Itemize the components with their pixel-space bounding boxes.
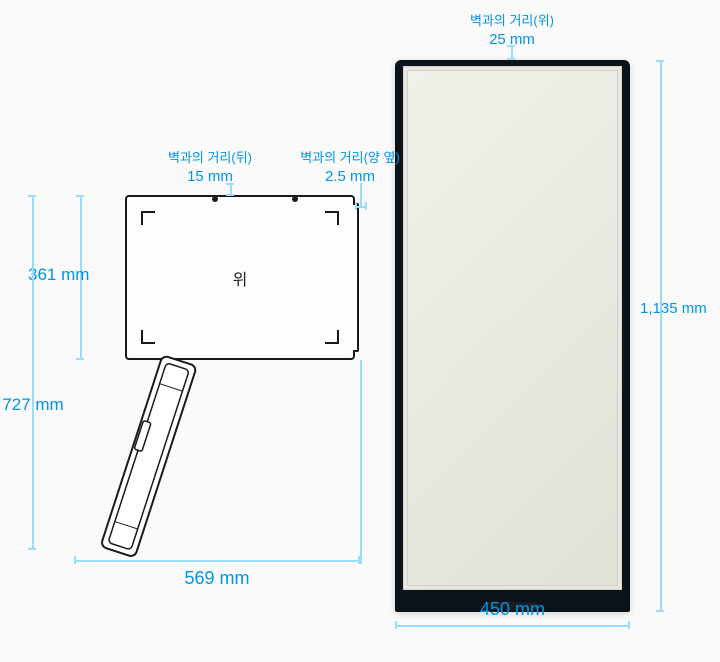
label-total-height: 727 mm	[0, 395, 88, 415]
dim-line-height	[660, 60, 662, 612]
value-depth: 361 mm	[28, 265, 89, 284]
corner-mark	[141, 330, 155, 344]
tick-ws-b	[365, 202, 367, 210]
tick-height-bot	[656, 610, 664, 612]
dim-line-wall-top	[511, 45, 513, 59]
tick-wf-r	[628, 621, 630, 629]
dim-line-total-width	[74, 560, 360, 562]
tick-th-b	[28, 548, 36, 550]
value-wall-distance-side: 2.5 mm	[325, 168, 375, 185]
value-total-height: 727 mm	[2, 395, 63, 414]
tick-ws-a	[355, 202, 357, 210]
label-wall-distance-top: 벽과의 거리(위) 25 mm	[396, 10, 628, 48]
tick-wall-top-a	[507, 45, 515, 47]
tick-wb-a	[226, 183, 234, 185]
door-side-outline-svg	[98, 353, 199, 560]
label-width-front: 450 mm	[395, 599, 630, 620]
dim-line-width-front	[395, 625, 630, 627]
corner-mark	[141, 211, 155, 225]
dim-line-wall-side	[360, 183, 362, 207]
top-port-1	[212, 196, 218, 202]
product-top-view: 위	[125, 195, 355, 360]
value-width-front: 450 mm	[480, 599, 545, 619]
tick-wall-top-b	[507, 58, 515, 60]
tick-tw-l	[74, 556, 76, 564]
corner-mark	[325, 211, 339, 225]
top-port-2	[292, 196, 298, 202]
value-height: 1,135 mm	[640, 300, 707, 317]
tick-height-top	[656, 60, 664, 62]
tick-th-t	[28, 195, 36, 197]
label-total-width: 569 mm	[74, 568, 360, 589]
product-front-view	[395, 60, 630, 612]
tick-wb-b	[226, 194, 234, 196]
dimension-diagram: 벽과의 거리(위) 25 mm 1,135 mm 450 mm 위 벽과의 거리…	[0, 0, 720, 662]
label-depth: 361 mm	[28, 265, 89, 285]
label-wall-distance-back: 벽과의 거리(뒤) 15 mm	[150, 147, 270, 185]
top-view-side-rail	[353, 203, 359, 352]
top-view-caption: 위	[233, 266, 248, 290]
value-total-width: 569 mm	[184, 568, 249, 588]
label-wall-distance-side: 벽과의 거리(양 옆) 2.5 mm	[285, 147, 415, 185]
product-door-side-view	[98, 353, 199, 560]
dim-line-total-height	[32, 195, 34, 550]
label-height: 1,135 mm	[640, 300, 707, 317]
tick-d-t	[76, 195, 84, 197]
tick-wf-l	[395, 621, 397, 629]
product-front-panel	[407, 70, 618, 586]
corner-mark	[325, 330, 339, 344]
tick-d-b	[76, 358, 84, 360]
dim-guide-total-width-r	[360, 360, 362, 564]
